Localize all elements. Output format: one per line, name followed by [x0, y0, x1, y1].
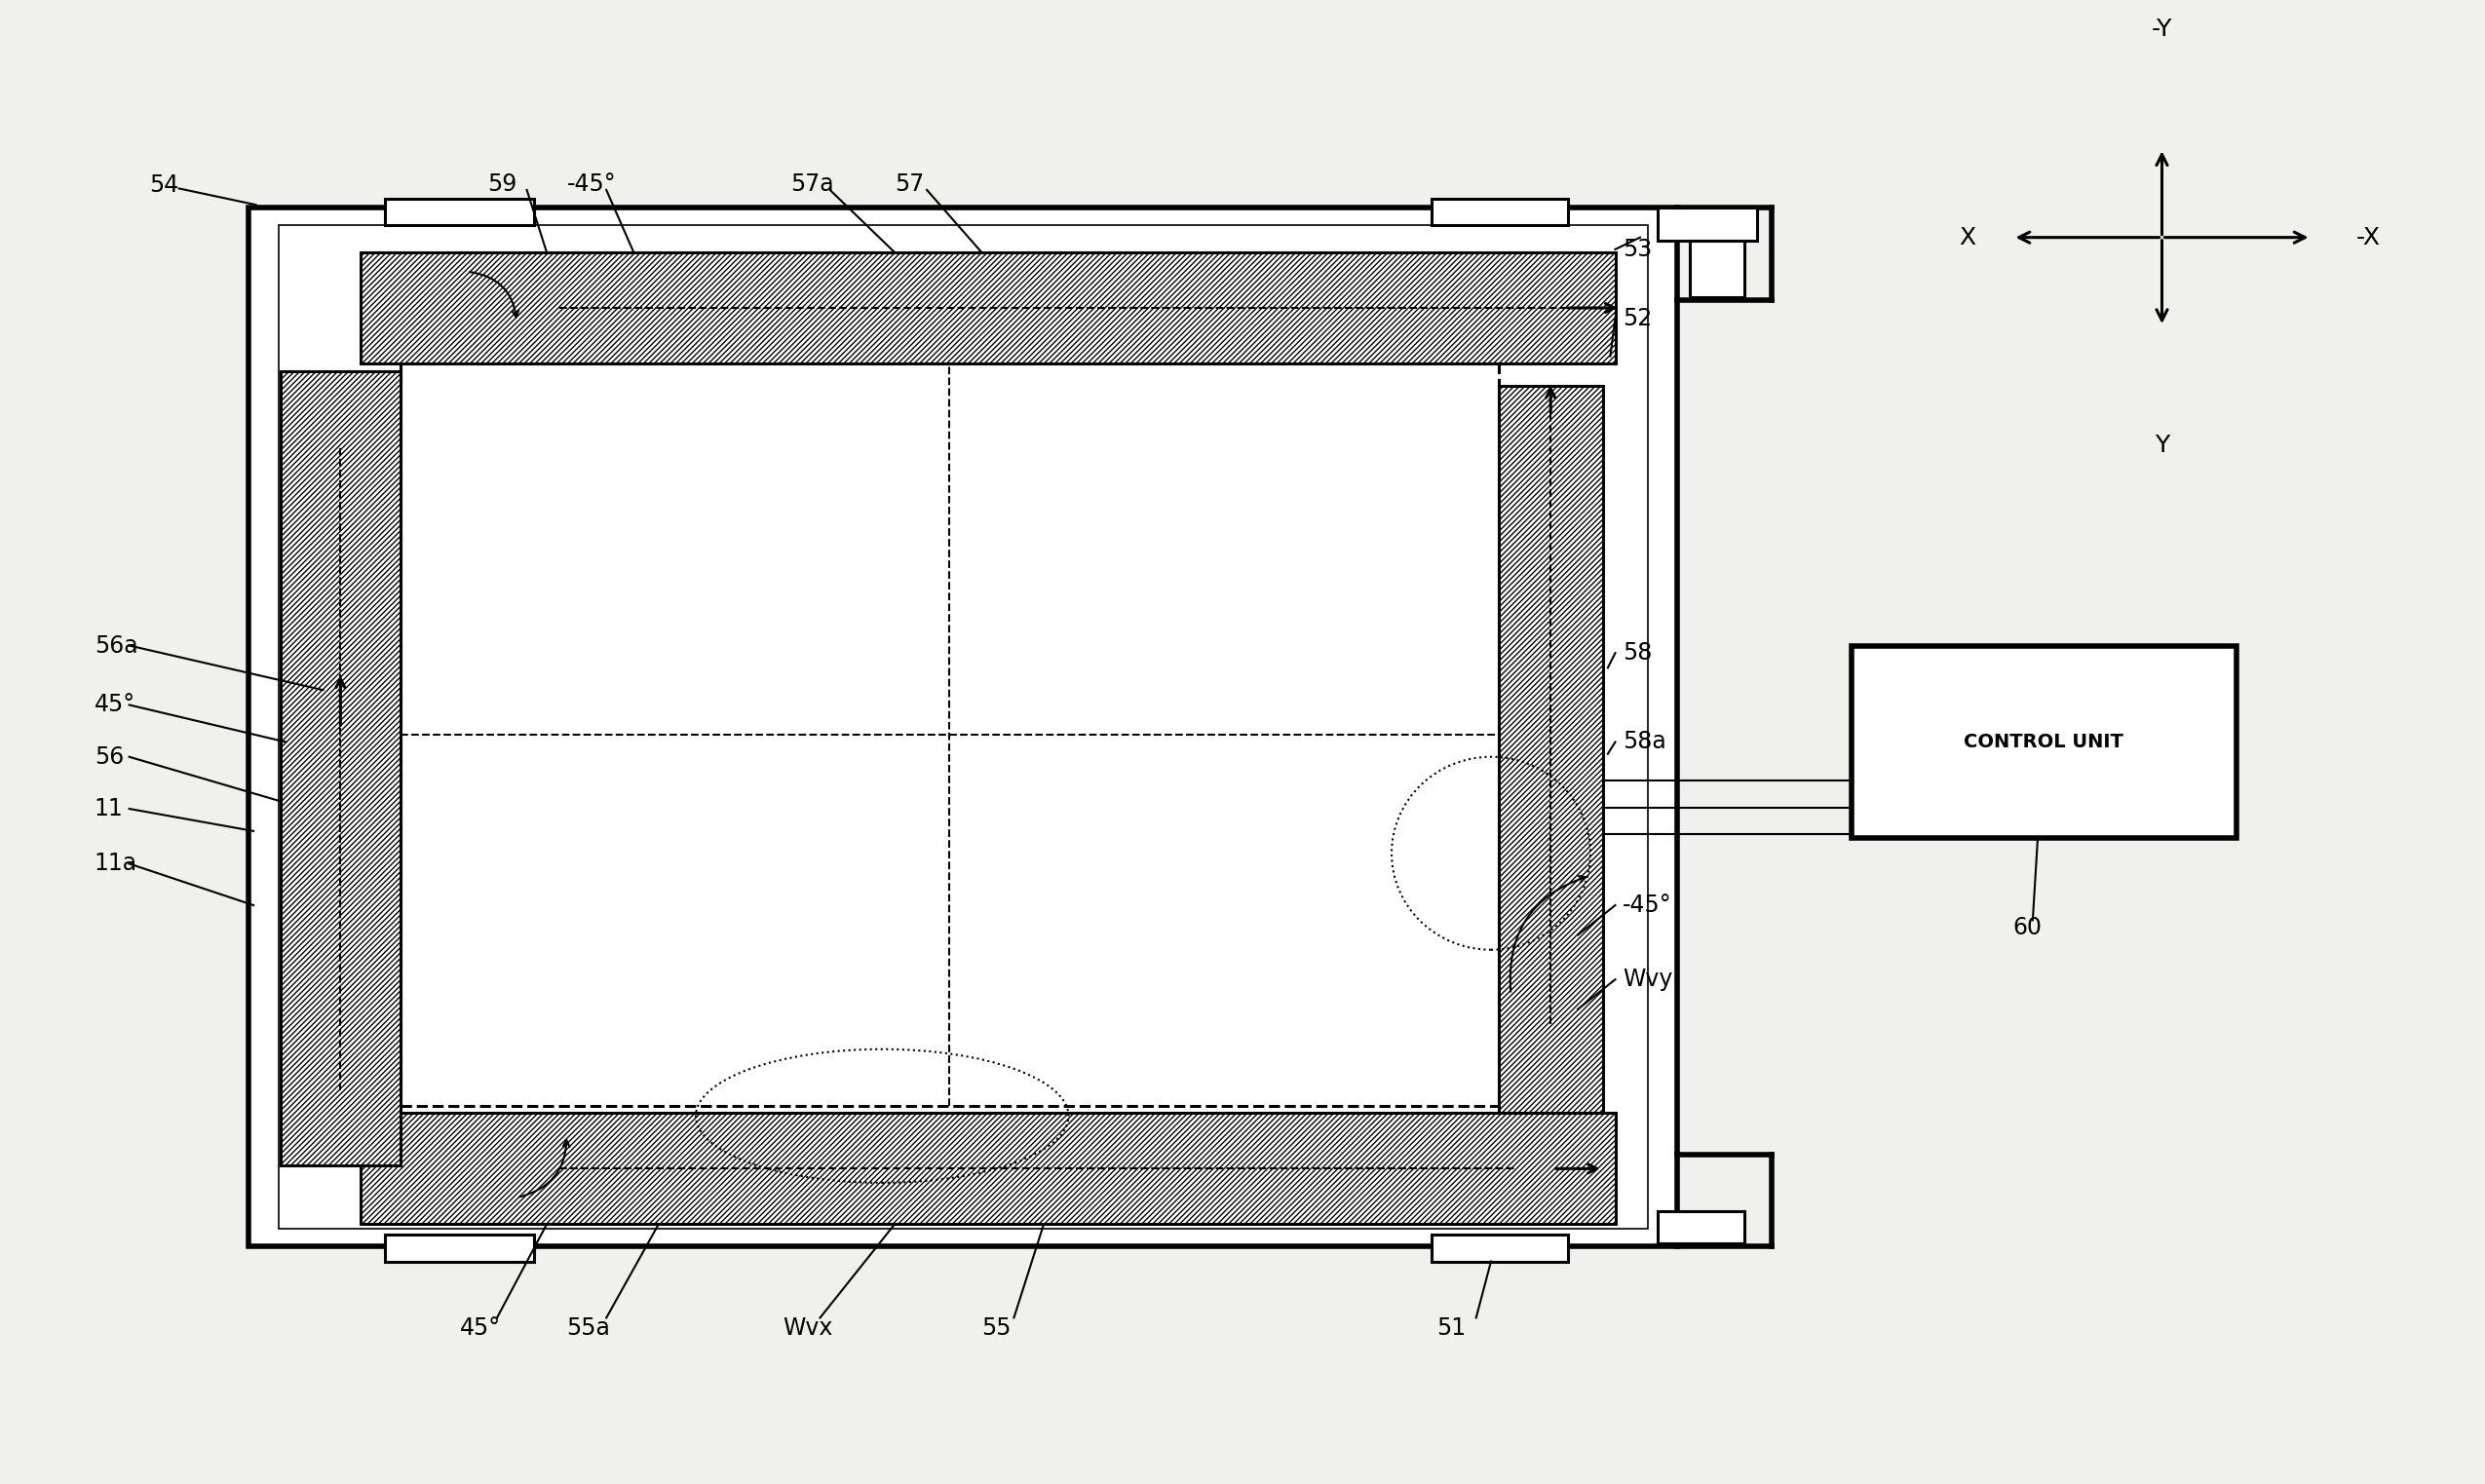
Text: 45°: 45° — [94, 693, 137, 717]
Text: 45°: 45° — [460, 1316, 502, 1340]
Bar — [1690, 240, 1744, 297]
Text: Y: Y — [2154, 433, 2169, 457]
Bar — [360, 1113, 1615, 1224]
Text: 57: 57 — [895, 172, 924, 196]
Text: 52: 52 — [1623, 307, 1653, 331]
Bar — [1657, 208, 1757, 240]
Bar — [1431, 199, 1568, 226]
Text: 55: 55 — [982, 1316, 1011, 1340]
Text: 59: 59 — [487, 172, 517, 196]
Text: 54: 54 — [149, 174, 179, 197]
Text: -Y: -Y — [2152, 18, 2172, 42]
Bar — [1431, 1235, 1568, 1261]
Text: -45°: -45° — [567, 172, 616, 196]
Text: 57a: 57a — [790, 172, 832, 196]
Bar — [360, 252, 1615, 364]
Bar — [1498, 386, 1603, 1113]
Text: X: X — [1958, 226, 1976, 249]
Bar — [385, 1235, 534, 1261]
Text: Wvx: Wvx — [783, 1316, 832, 1340]
Text: 11: 11 — [94, 797, 124, 821]
Text: 58: 58 — [1623, 641, 1653, 665]
Text: Wvy: Wvy — [1623, 968, 1672, 991]
Text: 56: 56 — [94, 745, 124, 769]
Text: 11a: 11a — [94, 852, 137, 876]
Bar — [281, 371, 400, 1165]
Text: -45°: -45° — [1623, 893, 1672, 917]
Text: 51: 51 — [1436, 1316, 1466, 1340]
Text: 60: 60 — [2013, 916, 2043, 939]
Text: 58a: 58a — [1623, 730, 1667, 754]
Text: 55a: 55a — [567, 1316, 611, 1340]
Bar — [248, 208, 1677, 1247]
Bar — [1851, 646, 2236, 838]
Bar — [385, 199, 534, 226]
Text: CONTROL UNIT: CONTROL UNIT — [1963, 733, 2125, 751]
Text: 56a: 56a — [94, 634, 137, 657]
Text: 53: 53 — [1623, 237, 1653, 261]
Bar — [278, 226, 1648, 1229]
Text: -X: -X — [2356, 226, 2381, 249]
Bar — [1657, 1211, 1744, 1244]
Bar — [400, 364, 1498, 1106]
